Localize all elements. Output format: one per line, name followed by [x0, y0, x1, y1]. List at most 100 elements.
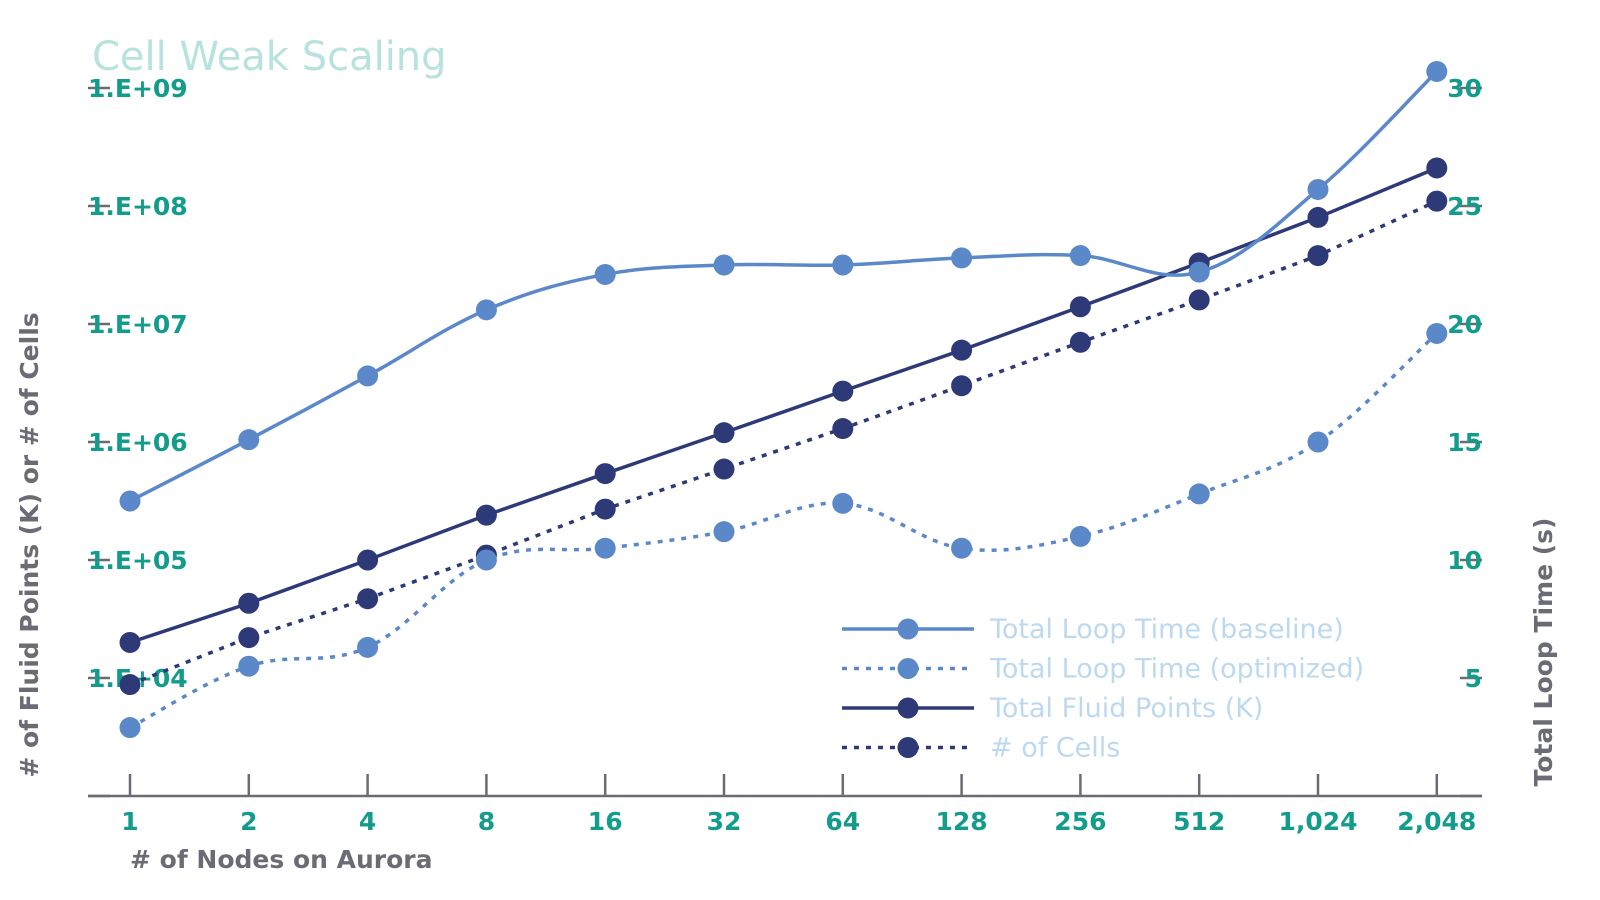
data-point [1188, 483, 1210, 505]
y-right-tick-label: 30 [1447, 74, 1482, 103]
series-line [129, 70, 1439, 503]
legend-label: Total Loop Time (optimized) [989, 654, 1364, 685]
legend-label: # of Cells [990, 733, 1120, 764]
x-tick-label: 4 [359, 807, 376, 836]
y-right-tick-label: 10 [1447, 546, 1482, 575]
y-right-tick-label: 15 [1447, 428, 1482, 457]
data-point [832, 418, 854, 440]
x-tick-label: 512 [1173, 807, 1225, 836]
y-left-tick-label: 1.E+06 [88, 428, 188, 457]
data-point [713, 521, 735, 543]
data-point [1069, 296, 1091, 318]
x-tick-label: 1 [121, 807, 138, 836]
legend-swatch-marker [897, 618, 919, 640]
x-tick-label: 256 [1054, 807, 1106, 836]
data-point [1426, 190, 1448, 212]
data-point [713, 458, 735, 480]
data-point [1188, 289, 1210, 311]
data-point [1069, 245, 1091, 267]
y-right-tick-label: 25 [1447, 192, 1482, 221]
data-point [1069, 525, 1091, 547]
x-tick-label: 2,048 [1397, 807, 1476, 836]
data-point [119, 631, 141, 653]
series-3 [119, 190, 1448, 696]
data-point [951, 339, 973, 361]
data-point [357, 549, 379, 571]
data-point [238, 429, 260, 451]
data-point [357, 636, 379, 658]
y-left-tick-label: 1.E+09 [88, 74, 188, 103]
data-point [713, 422, 735, 444]
data-point [119, 674, 141, 696]
data-point [594, 537, 616, 559]
legend-item: # of Cells [842, 733, 1120, 764]
x-tick-labels: 1 2 4 8 16 32 64 128 256 512 1,024 2,048 [121, 807, 1476, 836]
data-point [1426, 322, 1448, 344]
data-point [594, 463, 616, 485]
data-point [713, 254, 735, 276]
x-tick-label: 8 [478, 807, 495, 836]
series-0 [119, 60, 1448, 512]
x-tick-label: 1,024 [1278, 807, 1357, 836]
data-point [238, 627, 260, 649]
x-tick-label: 2 [240, 807, 257, 836]
legend-swatch-marker [897, 737, 919, 758]
legend-swatch-marker [897, 697, 919, 719]
x-tick-label: 32 [707, 807, 742, 836]
series-layer [119, 60, 1448, 739]
series-2 [119, 157, 1448, 653]
data-point [357, 588, 379, 610]
y-left-tick-label: 1.E+07 [88, 310, 188, 339]
data-point [594, 498, 616, 520]
y-left-tick-label: 1.E+08 [88, 192, 188, 221]
data-point [119, 490, 141, 512]
data-point [951, 247, 973, 269]
x-axis-label: # of Nodes on Aurora [130, 845, 432, 874]
data-point [475, 504, 497, 526]
legend-swatch-marker [897, 658, 919, 679]
x-tick-label: 128 [936, 807, 988, 836]
data-point [475, 299, 497, 321]
right-axis: 5 10 15 20 25 30 [1447, 74, 1482, 798]
data-point [238, 592, 260, 614]
data-point [832, 254, 854, 276]
x-tick-marks [128, 774, 1439, 796]
series-1 [119, 322, 1448, 739]
data-point [951, 537, 973, 559]
data-point [1307, 431, 1329, 453]
data-point [475, 549, 497, 571]
legend: Total Loop Time (baseline) Total Loop Tim… [842, 614, 1364, 764]
y-axis-label-left: # of Fluid Points (K) or # of Cells [15, 312, 44, 777]
x-tick-label: 64 [825, 807, 860, 836]
x-tick-label: 16 [588, 807, 623, 836]
y-right-tick-label: 5 [1465, 664, 1482, 693]
x-axis: 1 2 4 8 16 32 64 128 256 512 1,024 2,048 [88, 774, 1482, 836]
data-point [1307, 206, 1329, 228]
data-point [119, 717, 141, 739]
data-point [1188, 261, 1210, 283]
data-point [357, 365, 379, 387]
legend-label: Total Loop Time (baseline) [989, 614, 1344, 645]
series-line [129, 332, 1438, 730]
y-axis-label-right: Total Loop Time (s) [1529, 518, 1558, 787]
y-left-tick-label: 1.E+05 [88, 546, 188, 575]
series-line [129, 199, 1438, 687]
data-point [951, 375, 973, 397]
data-point [1069, 331, 1091, 353]
legend-item: Total Loop Time (baseline) [842, 614, 1344, 645]
series-line [129, 166, 1438, 645]
data-point [832, 380, 854, 402]
legend-item: Total Loop Time (optimized) [842, 654, 1364, 685]
legend-label: Total Fluid Points (K) [989, 693, 1263, 724]
chart-title: Cell Weak Scaling [92, 34, 447, 80]
legend-item: Total Fluid Points (K) [842, 693, 1263, 724]
data-point [832, 492, 854, 514]
data-point [1426, 60, 1448, 82]
data-point [594, 263, 616, 285]
data-point [238, 655, 260, 677]
y-right-tick-label: 20 [1447, 310, 1482, 339]
data-point [1307, 245, 1329, 267]
data-point [1307, 178, 1329, 200]
data-point [1426, 157, 1448, 179]
